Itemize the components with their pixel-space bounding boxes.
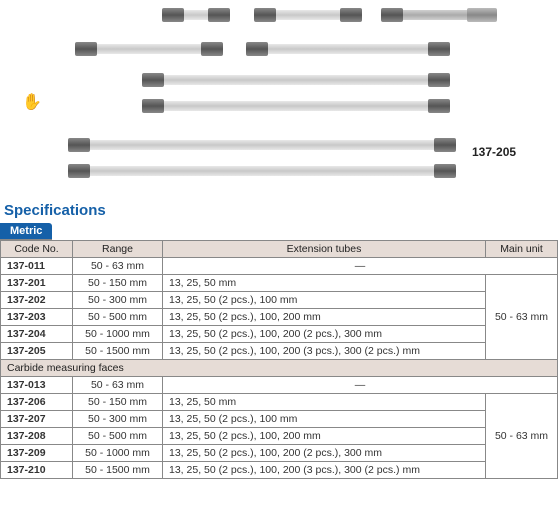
cell-ext: 13, 25, 50 (2 pcs.), 100, 200 (2 pcs.), … <box>163 326 486 343</box>
cell-code: 137-202 <box>1 292 73 309</box>
product-label: 137-205 <box>472 145 516 159</box>
extension-tube <box>260 44 436 54</box>
table-row: 137-20950 - 1000 mm13, 25, 50 (2 pcs.), … <box>1 445 558 462</box>
cell-range: 50 - 63 mm <box>73 258 163 275</box>
col-code: Code No. <box>1 241 73 258</box>
cell-ext: 13, 25, 50 (2 pcs.), 100, 200 (3 pcs.), … <box>163 343 486 360</box>
table-row: 137-20650 - 150 mm13, 25, 50 mm50 - 63 m… <box>1 394 558 411</box>
cell-range: 50 - 150 mm <box>73 394 163 411</box>
cell-ext: — <box>163 377 558 394</box>
cell-range: 50 - 1000 mm <box>73 445 163 462</box>
cell-code: 137-201 <box>1 275 73 292</box>
extension-tube <box>82 166 442 176</box>
table-row: 137-20350 - 500 mm13, 25, 50 (2 pcs.), 1… <box>1 309 558 326</box>
cell-code: 137-207 <box>1 411 73 428</box>
cell-range: 50 - 300 mm <box>73 292 163 309</box>
cell-range: 50 - 1500 mm <box>73 343 163 360</box>
cell-ext: — <box>163 258 558 275</box>
hand-cursor-icon: ✋ <box>22 92 42 112</box>
table-row: 137-20550 - 1500 mm13, 25, 50 (2 pcs.), … <box>1 343 558 360</box>
table-row: 137-20850 - 500 mm13, 25, 50 (2 pcs.), 1… <box>1 428 558 445</box>
col-range: Range <box>73 241 163 258</box>
cell-ext: 13, 25, 50 mm <box>163 275 486 292</box>
table-row: 137-21050 - 1500 mm13, 25, 50 (2 pcs.), … <box>1 462 558 479</box>
cell-range: 50 - 300 mm <box>73 411 163 428</box>
cell-range: 50 - 500 mm <box>73 309 163 326</box>
cell-code: 137-203 <box>1 309 73 326</box>
cell-ext: 13, 25, 50 (2 pcs.), 100 mm <box>163 292 486 309</box>
cell-code: 137-210 <box>1 462 73 479</box>
table-row: 137-20750 - 300 mm13, 25, 50 (2 pcs.), 1… <box>1 411 558 428</box>
specifications-heading: Specifications <box>0 200 558 223</box>
table-section-row: Carbide measuring faces <box>1 360 558 377</box>
specifications-table: Code No. Range Extension tubes Main unit… <box>0 240 558 479</box>
cell-mainunit: 50 - 63 mm <box>486 275 558 360</box>
cell-code: 137-205 <box>1 343 73 360</box>
cell-ext: 13, 25, 50 mm <box>163 394 486 411</box>
cell-mainunit: 50 - 63 mm <box>486 394 558 479</box>
product-image-area: ✋ 137-205 <box>0 0 558 200</box>
col-ext: Extension tubes <box>163 241 486 258</box>
cell-ext: 13, 25, 50 (2 pcs.), 100, 200 (2 pcs.), … <box>163 445 486 462</box>
cell-code: 137-013 <box>1 377 73 394</box>
extension-tube <box>156 75 436 85</box>
table-row: 137-01350 - 63 mm— <box>1 377 558 394</box>
table-row: 137-01150 - 63 mm— <box>1 258 558 275</box>
extension-tube <box>89 44 209 54</box>
cell-code: 137-206 <box>1 394 73 411</box>
cell-code: 137-204 <box>1 326 73 343</box>
table-row: 137-20250 - 300 mm13, 25, 50 (2 pcs.), 1… <box>1 292 558 309</box>
cell-ext: 13, 25, 50 (2 pcs.), 100, 200 mm <box>163 428 486 445</box>
extension-tube <box>82 140 442 150</box>
cell-ext: 13, 25, 50 (2 pcs.), 100, 200 (3 pcs.), … <box>163 462 486 479</box>
section-title: Carbide measuring faces <box>1 360 558 377</box>
cell-range: 50 - 63 mm <box>73 377 163 394</box>
cell-range: 50 - 500 mm <box>73 428 163 445</box>
cell-ext: 13, 25, 50 (2 pcs.), 100, 200 mm <box>163 309 486 326</box>
metric-tab: Metric <box>0 223 52 240</box>
extension-tube <box>268 10 348 20</box>
cell-range: 50 - 1500 mm <box>73 462 163 479</box>
table-header-row: Code No. Range Extension tubes Main unit <box>1 241 558 258</box>
cell-range: 50 - 150 mm <box>73 275 163 292</box>
extension-tube <box>156 101 436 111</box>
extension-tube <box>395 10 475 20</box>
table-row: 137-20450 - 1000 mm13, 25, 50 (2 pcs.), … <box>1 326 558 343</box>
cell-code: 137-208 <box>1 428 73 445</box>
cell-range: 50 - 1000 mm <box>73 326 163 343</box>
table-row: 137-20150 - 150 mm13, 25, 50 mm50 - 63 m… <box>1 275 558 292</box>
cell-ext: 13, 25, 50 (2 pcs.), 100 mm <box>163 411 486 428</box>
cell-code: 137-209 <box>1 445 73 462</box>
col-main: Main unit <box>486 241 558 258</box>
extension-tube <box>176 10 216 20</box>
cell-code: 137-011 <box>1 258 73 275</box>
